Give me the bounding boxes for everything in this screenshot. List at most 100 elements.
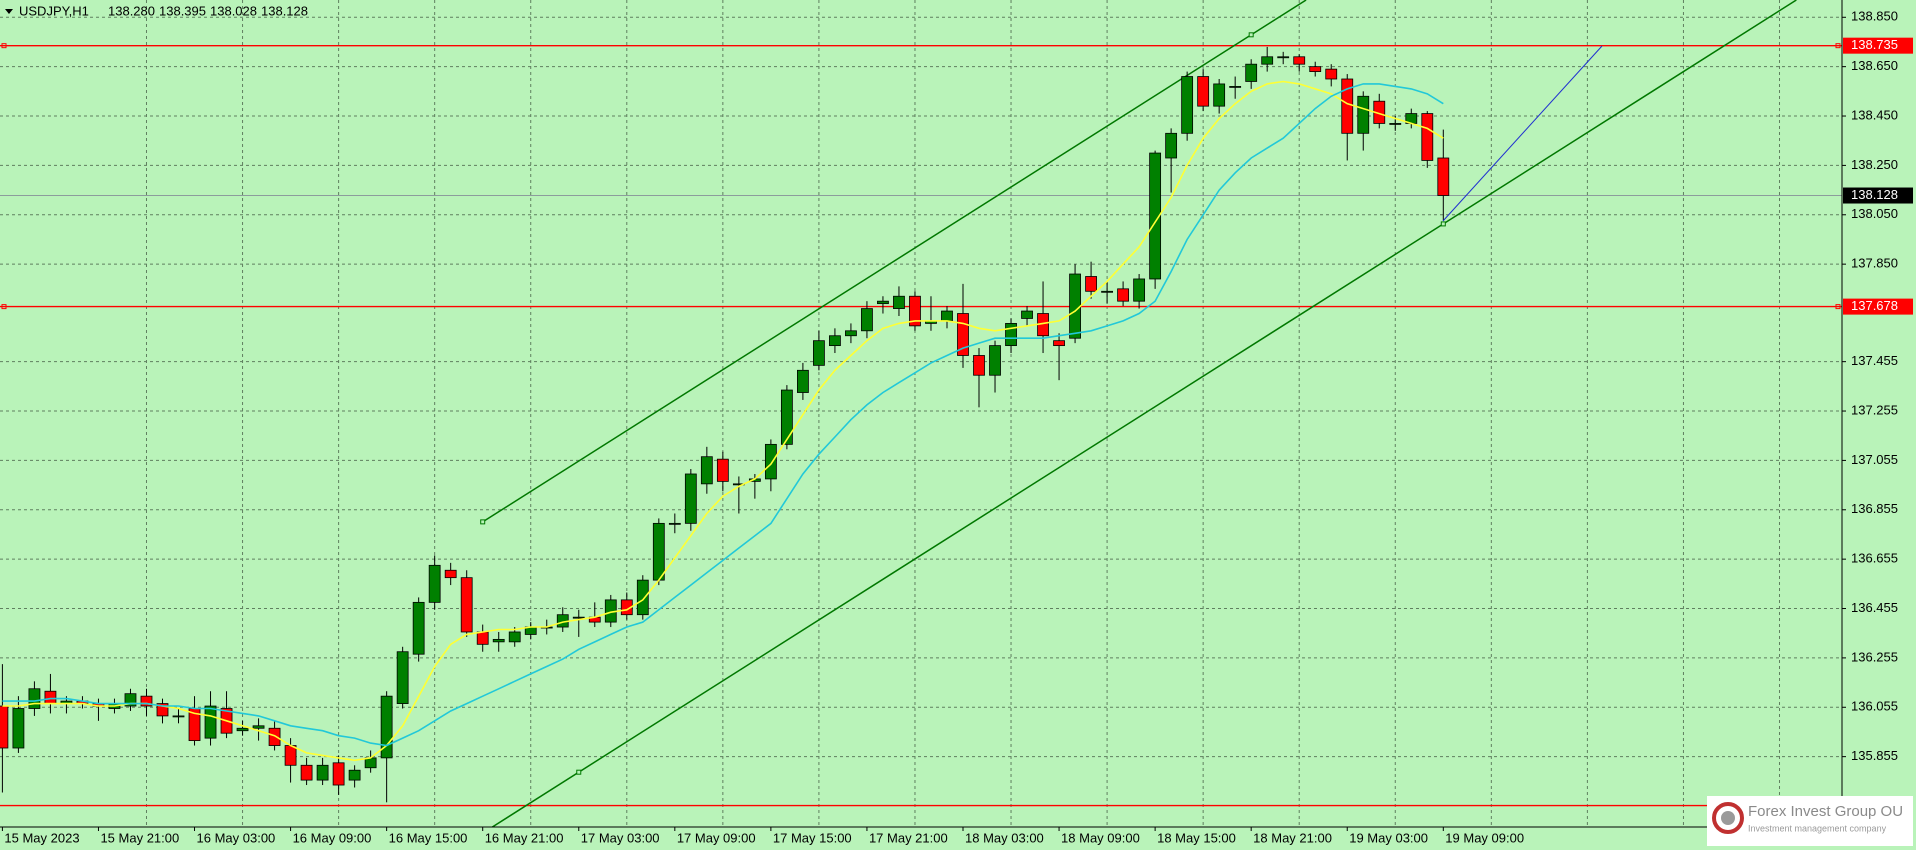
candle-body — [316, 764, 329, 781]
channel-anchor — [480, 519, 486, 525]
y-tick-label: 138.250 — [1851, 157, 1898, 172]
header-value: 138.028 — [210, 3, 257, 18]
candle-body — [1309, 66, 1322, 72]
y-tick-label: 138.450 — [1851, 107, 1898, 122]
candle-body — [1245, 63, 1258, 82]
candle-body — [444, 569, 457, 579]
x-tick-label: 16 May 15:00 — [389, 830, 468, 845]
candle-body — [1069, 273, 1081, 339]
candle-body — [412, 601, 425, 655]
candle-body — [0, 705, 9, 749]
x-tick-label: 18 May 03:00 — [965, 830, 1044, 845]
indicator-line — [2, 83, 1444, 747]
channel-line — [491, 0, 1797, 828]
candle-body — [348, 769, 361, 781]
candle-body — [829, 335, 841, 347]
candle-body — [44, 690, 57, 704]
candle-body — [396, 651, 409, 704]
candle-body — [380, 695, 393, 759]
candle-body — [1005, 322, 1017, 347]
y-tick-label: 138.050 — [1851, 206, 1898, 221]
candle-body — [172, 715, 185, 718]
y-tick-label: 137.255 — [1851, 402, 1898, 417]
candle-body — [492, 638, 505, 643]
x-tick-label: 18 May 15:00 — [1157, 830, 1236, 845]
candle-body — [652, 522, 665, 581]
logo-icon — [1712, 802, 1744, 834]
candle-body — [780, 389, 793, 445]
logo-subtitle: Investment management company — [1748, 823, 1887, 833]
y-tick-label: 138.850 — [1851, 9, 1898, 24]
candle-body — [1277, 56, 1290, 59]
level-label: 137.678 — [1851, 298, 1898, 313]
candle-body — [1357, 95, 1370, 134]
candle-body — [1325, 68, 1338, 80]
candle-body — [764, 443, 777, 480]
logo-title: Forex Invest Group OU — [1748, 803, 1903, 820]
x-tick-label: 17 May 21:00 — [869, 830, 948, 845]
x-tick-label: 17 May 15:00 — [773, 830, 852, 845]
candle-body — [12, 708, 25, 749]
level-tag — [1843, 298, 1913, 315]
level-tag — [1843, 37, 1913, 54]
indicator-line — [2, 80, 1444, 762]
candle-body — [124, 693, 137, 707]
candle-body — [572, 616, 585, 619]
candle-body — [1133, 278, 1146, 302]
symbol: USDJPY,H1 — [19, 3, 89, 18]
candle-body — [1165, 132, 1178, 159]
candle-body — [204, 705, 217, 739]
candle-body — [957, 313, 969, 356]
channel-anchor — [1248, 32, 1254, 38]
x-tick-label: 15 May 21:00 — [100, 830, 179, 845]
x-tick-label: 16 May 21:00 — [485, 830, 564, 845]
y-tick-label: 137.055 — [1851, 452, 1898, 467]
y-tick-label: 136.055 — [1851, 699, 1898, 714]
candle-body — [716, 458, 729, 482]
candle-body — [1021, 310, 1033, 319]
plot-area — [0, 0, 1842, 828]
candle-body — [989, 345, 1001, 376]
candle-body — [636, 579, 649, 616]
candle-body — [364, 757, 377, 769]
candle-body — [1213, 83, 1226, 107]
header-value: 138.128 — [261, 3, 308, 18]
candle-body — [813, 340, 825, 366]
candle-body — [28, 688, 41, 709]
candle-body — [941, 310, 953, 322]
candle-body — [893, 295, 905, 309]
candle-body — [1229, 86, 1242, 88]
candle-body — [284, 745, 297, 766]
last-price-label: 138.128 — [1851, 187, 1898, 202]
candle-body — [1085, 276, 1097, 292]
y-tick-label: 136.255 — [1851, 649, 1898, 664]
candle-body — [845, 330, 857, 337]
x-tick-label: 15 May 2023 — [4, 830, 79, 845]
level-label: 138.735 — [1851, 37, 1898, 52]
candle-body — [668, 522, 681, 525]
x-tick-label: 17 May 09:00 — [677, 830, 756, 845]
candle-body — [268, 727, 281, 746]
candle-body — [1197, 76, 1210, 107]
candle-body — [1181, 76, 1194, 134]
y-tick-label: 135.855 — [1851, 748, 1898, 763]
channel-anchor — [576, 769, 582, 775]
level-end — [1, 43, 7, 49]
candle-body — [508, 631, 521, 643]
candle-body — [1437, 157, 1450, 196]
level-end — [1835, 43, 1841, 49]
candle-body — [700, 456, 713, 485]
x-tick-label: 18 May 09:00 — [1061, 830, 1140, 845]
candle-body — [1389, 123, 1402, 125]
candle-body — [861, 308, 873, 332]
candle-body — [476, 631, 489, 645]
x-tick-label: 19 May 03:00 — [1349, 830, 1428, 845]
trend-line — [1442, 45, 1603, 222]
candle-body — [236, 727, 249, 732]
candle-body — [1101, 290, 1113, 293]
level-end — [1835, 304, 1841, 310]
candle-body — [1261, 56, 1274, 65]
candle-body — [973, 355, 985, 376]
header-value: 138.395 — [159, 3, 206, 18]
